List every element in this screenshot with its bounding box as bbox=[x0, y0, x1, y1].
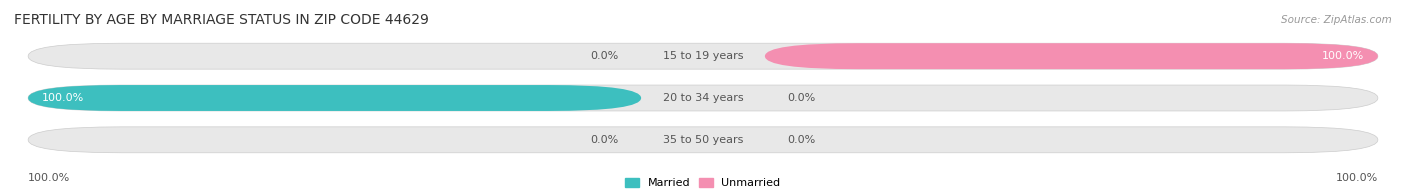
Text: 0.0%: 0.0% bbox=[787, 93, 815, 103]
FancyBboxPatch shape bbox=[28, 43, 1378, 69]
FancyBboxPatch shape bbox=[28, 85, 641, 111]
Text: 15 to 19 years: 15 to 19 years bbox=[662, 51, 744, 61]
Text: 100.0%: 100.0% bbox=[42, 93, 84, 103]
FancyBboxPatch shape bbox=[765, 43, 1378, 69]
Legend: Married, Unmarried: Married, Unmarried bbox=[626, 178, 780, 189]
Text: FERTILITY BY AGE BY MARRIAGE STATUS IN ZIP CODE 44629: FERTILITY BY AGE BY MARRIAGE STATUS IN Z… bbox=[14, 13, 429, 27]
Text: 100.0%: 100.0% bbox=[1336, 173, 1378, 183]
Text: 35 to 50 years: 35 to 50 years bbox=[662, 135, 744, 145]
Text: 100.0%: 100.0% bbox=[1322, 51, 1364, 61]
Text: 100.0%: 100.0% bbox=[28, 173, 70, 183]
Text: Source: ZipAtlas.com: Source: ZipAtlas.com bbox=[1281, 15, 1392, 25]
Text: 20 to 34 years: 20 to 34 years bbox=[662, 93, 744, 103]
Text: 0.0%: 0.0% bbox=[591, 135, 619, 145]
Text: 0.0%: 0.0% bbox=[591, 51, 619, 61]
FancyBboxPatch shape bbox=[28, 127, 1378, 153]
FancyBboxPatch shape bbox=[28, 85, 1378, 111]
Text: 0.0%: 0.0% bbox=[787, 135, 815, 145]
